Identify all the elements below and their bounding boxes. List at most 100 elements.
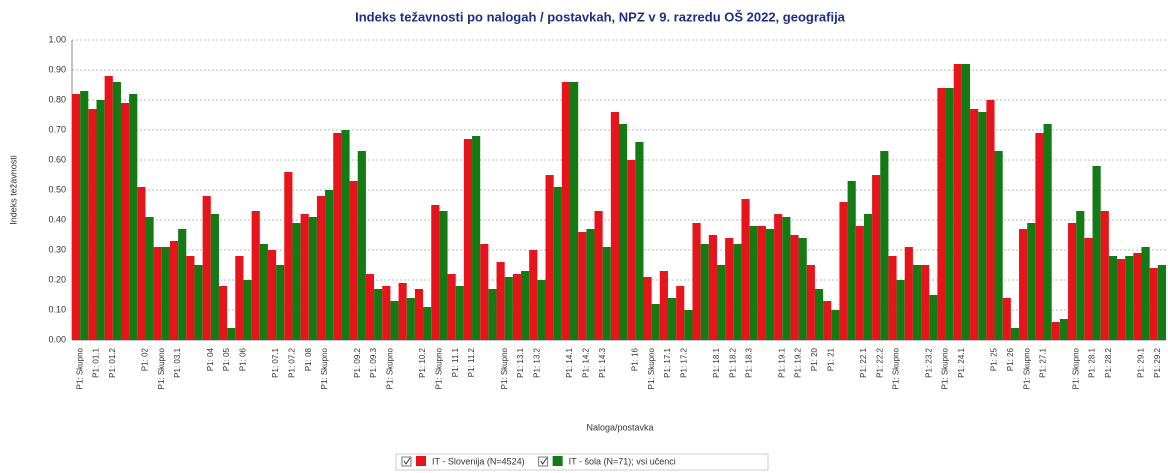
bar	[390, 301, 399, 340]
bar	[480, 244, 489, 340]
bar	[267, 250, 277, 340]
bar	[284, 172, 293, 340]
bar	[1141, 247, 1150, 340]
legend-check	[540, 457, 548, 465]
bar	[308, 217, 317, 340]
x-tick-label: P1: 23.2	[924, 347, 933, 377]
y-tick-label: 0.50	[48, 184, 66, 194]
bar	[619, 124, 628, 340]
x-tick-label: P1: 19.1	[777, 347, 786, 377]
x-tick-label: P1: 28.2	[1104, 347, 1113, 377]
bar	[855, 226, 864, 340]
y-tick-label: 0.70	[48, 124, 66, 134]
bar	[545, 175, 554, 340]
y-tick-label: 0.10	[48, 304, 66, 314]
x-tick-label: P1: 14.3	[598, 347, 607, 377]
bar	[782, 217, 791, 340]
bar	[137, 187, 146, 340]
bar	[80, 91, 89, 340]
bar	[651, 304, 660, 340]
y-tick-label: 0.00	[48, 334, 66, 344]
x-tick-label: P1: 10.2	[418, 347, 427, 377]
bar	[1027, 223, 1036, 340]
bar	[749, 226, 758, 340]
bar	[112, 82, 121, 340]
bar	[1100, 211, 1109, 340]
x-tick-label: P1: 22.2	[875, 347, 884, 377]
x-tick-label: P1: Skupno	[157, 347, 166, 389]
bar	[1051, 322, 1060, 340]
bar	[823, 301, 832, 340]
x-tick-label: P1: 09.3	[369, 347, 378, 377]
bar	[1019, 229, 1028, 340]
bar	[292, 223, 301, 340]
x-tick-label: P1: 13.2	[532, 347, 541, 377]
x-tick-label: P1: 03.1	[173, 347, 182, 377]
bar	[961, 64, 971, 340]
bar	[316, 196, 326, 340]
bar	[1010, 328, 1020, 340]
x-tick-label: P1: 18.2	[728, 347, 737, 377]
bar	[1076, 211, 1085, 340]
bar	[194, 265, 203, 340]
bar	[349, 181, 358, 340]
bar	[382, 286, 391, 340]
x-tick-label: P1: 20	[810, 347, 819, 371]
bar	[643, 277, 652, 340]
x-tick-label: P1: 06	[239, 347, 248, 371]
bar	[953, 64, 962, 340]
bar	[129, 94, 138, 340]
legend-checkbox[interactable]	[538, 456, 549, 467]
bar	[463, 139, 473, 340]
x-tick-label: P1: 25	[990, 347, 999, 371]
bar	[202, 196, 211, 340]
bar	[692, 223, 701, 340]
bar	[153, 247, 162, 340]
x-tick-label: P1: 08	[304, 347, 313, 371]
bar	[504, 277, 513, 340]
legend-label: IT - Slovenija (N=4524)	[432, 456, 525, 466]
y-tick-label: 0.30	[48, 244, 66, 254]
x-tick-label: P1: 16	[630, 347, 639, 371]
x-tick-label: P1: Skupno	[386, 347, 395, 389]
bar	[512, 274, 522, 340]
bar	[921, 265, 930, 340]
bar	[765, 229, 775, 340]
bar	[276, 265, 285, 340]
bar	[357, 151, 366, 340]
bar	[806, 265, 815, 340]
bar	[235, 256, 244, 340]
bar	[978, 112, 987, 340]
bar	[847, 181, 856, 340]
x-axis-title: Naloga/postavka	[586, 422, 653, 432]
bar	[700, 244, 709, 340]
bar	[406, 298, 415, 340]
bar	[676, 286, 685, 340]
legend-checkbox[interactable]	[401, 456, 412, 467]
bar	[104, 76, 113, 340]
bar	[374, 289, 383, 340]
bar	[1108, 256, 1118, 340]
y-tick-label: 0.80	[48, 94, 66, 104]
bar	[1043, 124, 1052, 340]
bar	[1125, 256, 1134, 340]
y-tick-label: 0.40	[48, 214, 66, 224]
bar	[904, 247, 913, 340]
x-tick-label: P1: 13.1	[516, 347, 525, 377]
bar	[733, 244, 742, 340]
bar	[774, 214, 783, 340]
bar	[414, 289, 424, 340]
bar	[872, 175, 881, 340]
bar	[937, 88, 946, 340]
bar	[251, 211, 260, 340]
bar	[161, 247, 170, 340]
bar	[1035, 133, 1044, 340]
bar	[570, 82, 579, 340]
x-tick-label: P1: Skupno	[1022, 347, 1031, 389]
bar	[259, 244, 268, 340]
y-tick-label: 1.00	[48, 34, 66, 44]
bar	[863, 214, 873, 340]
y-tick-label: 0.20	[48, 274, 66, 284]
x-tick-label: P1: Skupno	[1071, 347, 1080, 389]
